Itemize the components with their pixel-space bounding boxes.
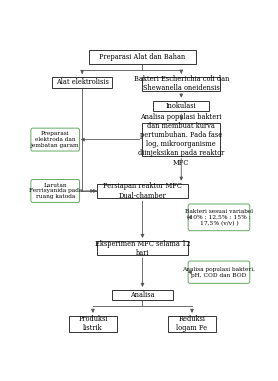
FancyBboxPatch shape bbox=[188, 204, 250, 231]
FancyBboxPatch shape bbox=[31, 128, 80, 151]
Bar bbox=[69, 316, 117, 332]
Bar bbox=[89, 50, 196, 64]
Text: Larutan
Ferrisyanida pada
ruang katoda: Larutan Ferrisyanida pada ruang katoda bbox=[29, 182, 82, 199]
Text: Reduksi
logam Fe: Reduksi logam Fe bbox=[177, 315, 208, 333]
Bar bbox=[153, 101, 209, 111]
Bar bbox=[97, 184, 188, 198]
Text: Analisa populasi bakteri
dan membuat kurva
pertumbuhan. Pada fase
log, mikroorga: Analisa populasi bakteri dan membuat kur… bbox=[138, 113, 224, 166]
Text: Eksperimen MFC selama 12
hari: Eksperimen MFC selama 12 hari bbox=[95, 240, 190, 257]
Text: Alat elektrolisis: Alat elektrolisis bbox=[56, 78, 109, 86]
Bar bbox=[97, 241, 188, 256]
FancyBboxPatch shape bbox=[188, 261, 250, 283]
Bar bbox=[143, 77, 220, 91]
Bar bbox=[143, 123, 220, 156]
Bar bbox=[52, 77, 112, 88]
Text: Preparasi
elektroda dan
jembatan garam: Preparasi elektroda dan jembatan garam bbox=[31, 131, 80, 148]
Text: Preparasi Alat dan Bahan: Preparasi Alat dan Bahan bbox=[99, 53, 186, 61]
Text: Bakteri Escherichia coli dan
Shewanella oneidensis: Bakteri Escherichia coli dan Shewanella … bbox=[133, 75, 229, 93]
Text: Bakteri sesuai variabel
(10% ; 12,5% ; 15% ;
17,5% (v/v) ): Bakteri sesuai variabel (10% ; 12,5% ; 1… bbox=[185, 209, 253, 226]
Bar bbox=[168, 316, 216, 332]
Bar bbox=[112, 290, 173, 300]
Text: Persiapan reaktor MFC
Dual-chamber: Persiapan reaktor MFC Dual-chamber bbox=[103, 182, 182, 200]
Text: Analisa: Analisa bbox=[130, 291, 155, 299]
Text: Produksi
listrik: Produksi listrik bbox=[78, 315, 108, 333]
Text: Analisa populasi bakteri,
pH, COD dan BOD: Analisa populasi bakteri, pH, COD dan BO… bbox=[182, 267, 255, 278]
FancyBboxPatch shape bbox=[31, 179, 80, 202]
Text: Inokulasi: Inokulasi bbox=[166, 102, 197, 110]
